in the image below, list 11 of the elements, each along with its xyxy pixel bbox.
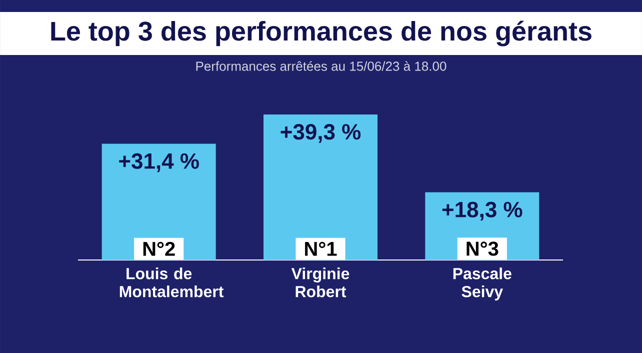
chart-subtitle: Performances arrêtées au 15/06/23 à 18.00 (196, 61, 446, 71)
data-label: +39,3 % (280, 124, 361, 143)
annotation: N°3 (466, 242, 498, 256)
chart-title: Le top 3 des performances de nos gérants (51, 20, 592, 46)
data-label: +18,3 % (442, 202, 522, 221)
annotation: N°2 (143, 242, 175, 256)
data-label: +31,4 % (119, 153, 199, 172)
x-tick-label: Virginie Robert (291, 268, 350, 298)
x-tick-label: Louis de Montalembert (120, 268, 224, 298)
x-tick-label: Pascale Seivy (453, 268, 512, 300)
annotation: N°1 (305, 242, 337, 256)
